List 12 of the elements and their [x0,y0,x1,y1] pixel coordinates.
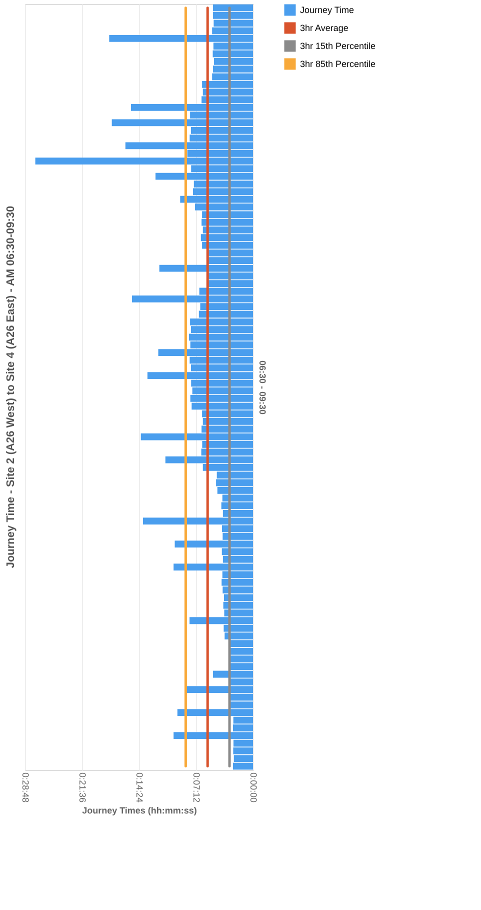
x-tick-label: 0:28:48 [20,772,30,803]
legend-label: 3hr Average [300,23,348,33]
x-tick-label: 0:07:12 [192,772,202,803]
x-tick-label: 0:14:24 [134,772,144,803]
y-axis-title: 06:30 - 09:30 [258,360,268,415]
x-tick-label: 0:21:36 [78,772,88,803]
legend-label: 3hr 15th Percentile [300,41,376,51]
x-axis-title: Journey Times (hh:mm:ss) [82,806,197,816]
text: Journey Time - Site 2 (A26 West) to Site 4 (A26 East) - AM 06:30-09:30 [5,206,17,568]
x-tick-label: 0:00:00 [248,772,258,803]
legend-label: 3hr 85th Percentile [300,59,376,69]
legend-label: Journey Time [300,5,354,15]
